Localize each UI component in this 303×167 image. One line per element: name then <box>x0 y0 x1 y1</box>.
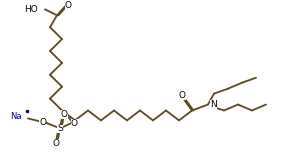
Text: O: O <box>65 1 72 10</box>
Text: O: O <box>39 118 46 127</box>
Text: O: O <box>178 91 185 100</box>
Text: O: O <box>61 110 68 119</box>
Text: S: S <box>57 124 63 133</box>
Text: N: N <box>210 100 217 109</box>
Text: O: O <box>71 119 78 128</box>
Text: HO: HO <box>24 5 38 14</box>
Text: Na: Na <box>11 112 22 121</box>
Text: O: O <box>52 139 59 148</box>
